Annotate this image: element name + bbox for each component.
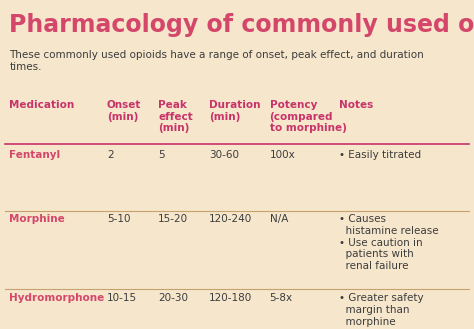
- Text: Peak
effect
(min): Peak effect (min): [158, 100, 193, 133]
- Text: 10-15: 10-15: [107, 293, 137, 303]
- Text: Duration
(min): Duration (min): [209, 100, 261, 122]
- Text: Fentanyl: Fentanyl: [9, 150, 61, 160]
- Text: Hydromorphone: Hydromorphone: [9, 293, 105, 303]
- Text: 20-30: 20-30: [158, 293, 188, 303]
- Text: Potency
(compared
to morphine): Potency (compared to morphine): [270, 100, 346, 133]
- Text: 30-60: 30-60: [209, 150, 239, 160]
- Text: N/A: N/A: [270, 215, 288, 224]
- Text: 2: 2: [107, 150, 114, 160]
- Text: Pharmacology of commonly used opioids: Pharmacology of commonly used opioids: [9, 13, 474, 37]
- Text: • Greater safety
  margin than
  morphine: • Greater safety margin than morphine: [339, 293, 424, 327]
- Text: • Easily titrated: • Easily titrated: [339, 150, 421, 160]
- Text: Notes: Notes: [339, 100, 374, 110]
- Text: Onset
(min): Onset (min): [107, 100, 141, 122]
- Text: 100x: 100x: [270, 150, 295, 160]
- Text: Morphine: Morphine: [9, 215, 65, 224]
- Text: 5-8x: 5-8x: [270, 293, 292, 303]
- Text: 5: 5: [158, 150, 164, 160]
- Text: 5-10: 5-10: [107, 215, 130, 224]
- Text: 15-20: 15-20: [158, 215, 188, 224]
- Text: These commonly used opioids have a range of onset, peak effect, and duration
tim: These commonly used opioids have a range…: [9, 50, 424, 72]
- Text: 120-180: 120-180: [209, 293, 252, 303]
- Text: Medication: Medication: [9, 100, 74, 110]
- Text: 120-240: 120-240: [209, 215, 252, 224]
- Text: • Causes
  histamine release
• Use caution in
  patients with
  renal failure: • Causes histamine release • Use caution…: [339, 215, 439, 271]
